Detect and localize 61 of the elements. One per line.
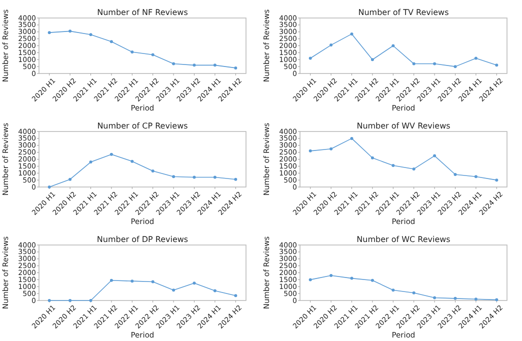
point xyxy=(392,44,395,48)
point xyxy=(68,30,72,33)
point xyxy=(433,154,436,158)
point xyxy=(433,296,436,300)
point xyxy=(130,280,134,283)
point xyxy=(330,147,333,150)
point xyxy=(234,66,238,70)
point xyxy=(495,178,498,182)
point xyxy=(350,276,354,280)
point xyxy=(151,280,154,284)
point xyxy=(392,164,395,167)
point xyxy=(213,64,216,67)
point xyxy=(48,31,51,34)
point xyxy=(130,50,134,54)
point xyxy=(151,53,154,56)
point xyxy=(350,32,354,36)
point xyxy=(433,62,436,66)
point xyxy=(330,44,333,47)
point xyxy=(474,56,478,60)
point xyxy=(370,278,374,282)
chart-title: Number of WC Reviews xyxy=(356,235,450,244)
chart-title: Number of WV Reviews xyxy=(356,122,450,130)
point xyxy=(412,291,416,294)
point xyxy=(192,282,196,285)
point xyxy=(308,56,312,60)
point xyxy=(370,58,374,62)
point xyxy=(392,288,395,292)
point xyxy=(474,298,478,301)
point xyxy=(192,176,196,179)
point xyxy=(68,178,72,181)
chart-title: Number of NF Reviews xyxy=(97,8,188,17)
point xyxy=(89,160,92,164)
point xyxy=(474,175,478,178)
point xyxy=(110,278,113,282)
point xyxy=(213,289,216,292)
point xyxy=(454,173,457,176)
point xyxy=(172,288,176,292)
point xyxy=(192,64,196,67)
point xyxy=(213,176,216,179)
point xyxy=(454,65,457,68)
point xyxy=(308,278,312,282)
chart-title: Number of DP Reviews xyxy=(96,235,188,244)
chart-title: Number of CP Reviews xyxy=(97,122,188,130)
point xyxy=(330,274,333,278)
point xyxy=(495,64,498,67)
point xyxy=(234,294,238,298)
point xyxy=(412,62,416,66)
point xyxy=(130,160,134,163)
point xyxy=(110,152,113,156)
point xyxy=(412,167,416,170)
point xyxy=(350,136,354,140)
point xyxy=(172,175,176,178)
point xyxy=(89,33,92,36)
point xyxy=(308,149,312,152)
chart-title: Number of TV Reviews xyxy=(358,8,449,17)
point xyxy=(370,156,374,160)
point xyxy=(234,178,238,181)
point xyxy=(454,296,457,300)
point xyxy=(110,40,113,44)
point xyxy=(172,62,176,66)
point xyxy=(151,170,154,173)
